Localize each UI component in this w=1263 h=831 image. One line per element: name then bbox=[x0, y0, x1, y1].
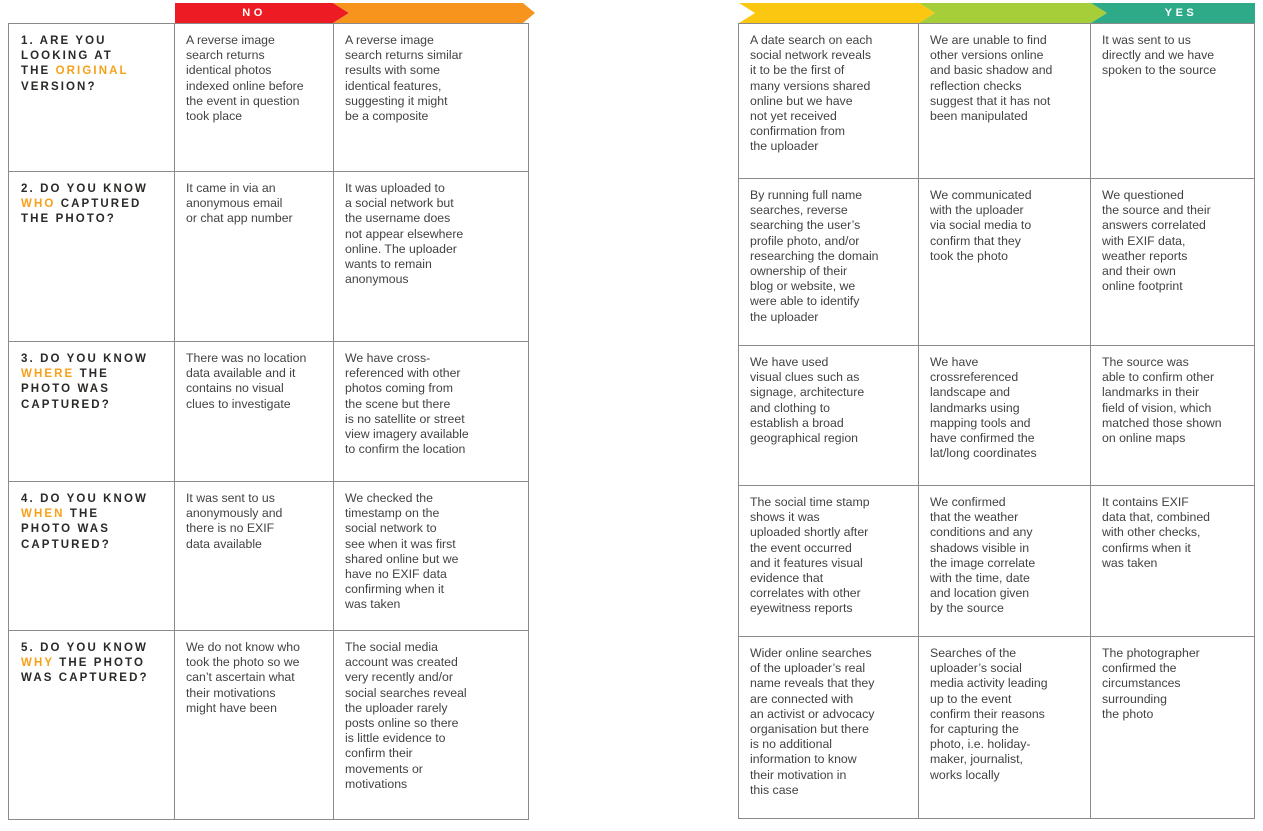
answer-cell: It contains EXIF data that, combined wit… bbox=[1091, 486, 1254, 636]
question-highlight: ORIGINAL bbox=[55, 65, 129, 78]
answer-cell: We have cross- referenced with other pho… bbox=[334, 342, 528, 481]
answer-cell: It was sent to us directly and we have s… bbox=[1091, 24, 1254, 178]
question-highlight: WHERE bbox=[21, 368, 75, 381]
yes-arrow-band: YES bbox=[1091, 3, 1255, 23]
no-arrow-band: NO bbox=[175, 3, 349, 23]
answer-cell: A reverse image search returns similar r… bbox=[334, 24, 528, 171]
question-text: 1. ARE YOU LOOKING AT THE bbox=[21, 35, 113, 78]
answer-cell: It was uploaded to a social network but … bbox=[334, 172, 528, 341]
answer-cell: A reverse image search returns identical… bbox=[175, 24, 333, 171]
question-text: CAPTURED THE PHOTO? bbox=[21, 198, 142, 226]
answer-cell: The social time stamp shows it was uploa… bbox=[739, 486, 918, 636]
answer-cell: A date search on each social network rev… bbox=[739, 24, 918, 178]
question-text: 5. DO YOU KNOW bbox=[21, 642, 148, 654]
answer-cell: We do not know who took the photo so we … bbox=[175, 631, 333, 819]
question-cell-2: 2. DO YOU KNOW WHO CAPTURED THE PHOTO? bbox=[9, 172, 174, 341]
answer-cell: By running full name searches, reverse s… bbox=[739, 179, 918, 345]
right-panel: YES A date search on each social network… bbox=[738, 3, 1255, 819]
answer-cell: It was sent to us anonymously and there … bbox=[175, 482, 333, 630]
question-highlight: WHO bbox=[21, 198, 56, 211]
orange-arrow-band bbox=[333, 3, 535, 23]
answer-cell: Searches of the uploader’s social media … bbox=[919, 637, 1090, 818]
question-text: VERSION? bbox=[21, 80, 97, 93]
left-header-bands: NO bbox=[8, 3, 529, 23]
question-cell-5: 5. DO YOU KNOW WHY THE PHOTO WAS CAPTURE… bbox=[9, 631, 174, 819]
question-cell-4: 4. DO YOU KNOW WHEN THE PHOTO WAS CAPTUR… bbox=[9, 482, 174, 630]
answer-cell: The photographer confirmed the circumsta… bbox=[1091, 637, 1254, 818]
answer-cell: We communicated with the uploader via so… bbox=[919, 179, 1090, 345]
question-highlight: WHEN bbox=[21, 508, 65, 521]
answer-cell: We are unable to find other versions onl… bbox=[919, 24, 1090, 178]
yes-band-label: YES bbox=[1164, 7, 1198, 19]
question-highlight: WHY bbox=[21, 657, 54, 670]
right-header-bands: YES bbox=[738, 3, 1255, 23]
green-arrow-band bbox=[919, 3, 1107, 23]
answer-cell: We questioned the source and their answe… bbox=[1091, 179, 1254, 345]
question-text: THE PHOTO WAS CAPTURED? bbox=[21, 657, 149, 685]
answer-cell: We checked the timestamp on the social n… bbox=[334, 482, 528, 630]
answer-cell: There was no location data available and… bbox=[175, 342, 333, 481]
left-panel: NO 1. ARE YOU LOOKING AT THE ORIGINAL VE… bbox=[8, 3, 529, 820]
question-text: THE PHOTO WAS CAPTURED? bbox=[21, 508, 111, 551]
left-table: 1. ARE YOU LOOKING AT THE ORIGINAL VERSI… bbox=[8, 23, 529, 820]
answer-cell: The source was able to confirm other lan… bbox=[1091, 346, 1254, 485]
no-band-label: NO bbox=[242, 7, 266, 19]
answer-cell: We have crossreferenced landscape and la… bbox=[919, 346, 1090, 485]
question-text: 2. DO YOU KNOW bbox=[21, 183, 148, 195]
question-cell-1: 1. ARE YOU LOOKING AT THE ORIGINAL VERSI… bbox=[9, 24, 174, 171]
answer-cell: It came in via an anonymous email or cha… bbox=[175, 172, 333, 341]
question-text: THE PHOTO WAS CAPTURED? bbox=[21, 368, 111, 411]
question-text: 3. DO YOU KNOW bbox=[21, 353, 148, 365]
answer-cell: The social media account was created ver… bbox=[334, 631, 528, 819]
right-table: A date search on each social network rev… bbox=[738, 23, 1255, 819]
answer-cell: Wider online searches of the uploader’s … bbox=[739, 637, 918, 818]
yellow-arrow-band bbox=[739, 3, 935, 23]
question-text: 4. DO YOU KNOW bbox=[21, 493, 148, 505]
answer-cell: We confirmed that the weather conditions… bbox=[919, 486, 1090, 636]
question-cell-3: 3. DO YOU KNOW WHERE THE PHOTO WAS CAPTU… bbox=[9, 342, 174, 481]
answer-cell: We have used visual clues such as signag… bbox=[739, 346, 918, 485]
